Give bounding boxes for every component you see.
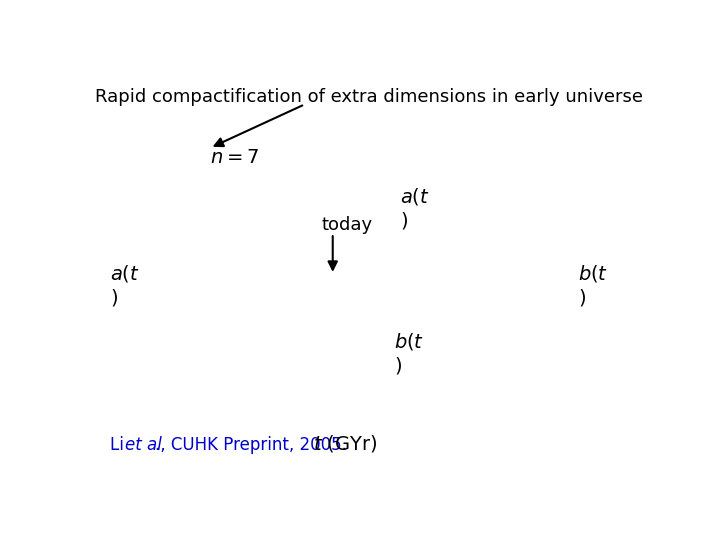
Text: $a(t$
$)$: $a(t$ $)$	[400, 186, 430, 231]
Text: Li: Li	[109, 436, 129, 454]
Text: $a(t$
$)$: $a(t$ $)$	[109, 262, 140, 308]
Text: Rapid compactification of extra dimensions in early universe: Rapid compactification of extra dimensio…	[95, 87, 643, 106]
Text: ., CUHK Preprint, 2005.: ., CUHK Preprint, 2005.	[156, 436, 347, 454]
Text: $n=7$: $n=7$	[210, 150, 259, 167]
Text: $b(t$
$)$: $b(t$ $)$	[578, 262, 608, 308]
Text: $t$ (GYr): $t$ (GYr)	[313, 433, 378, 454]
Text: $b(t$
$)$: $b(t$ $)$	[394, 331, 424, 376]
Text: today: today	[322, 216, 373, 234]
Text: et al: et al	[125, 436, 161, 454]
